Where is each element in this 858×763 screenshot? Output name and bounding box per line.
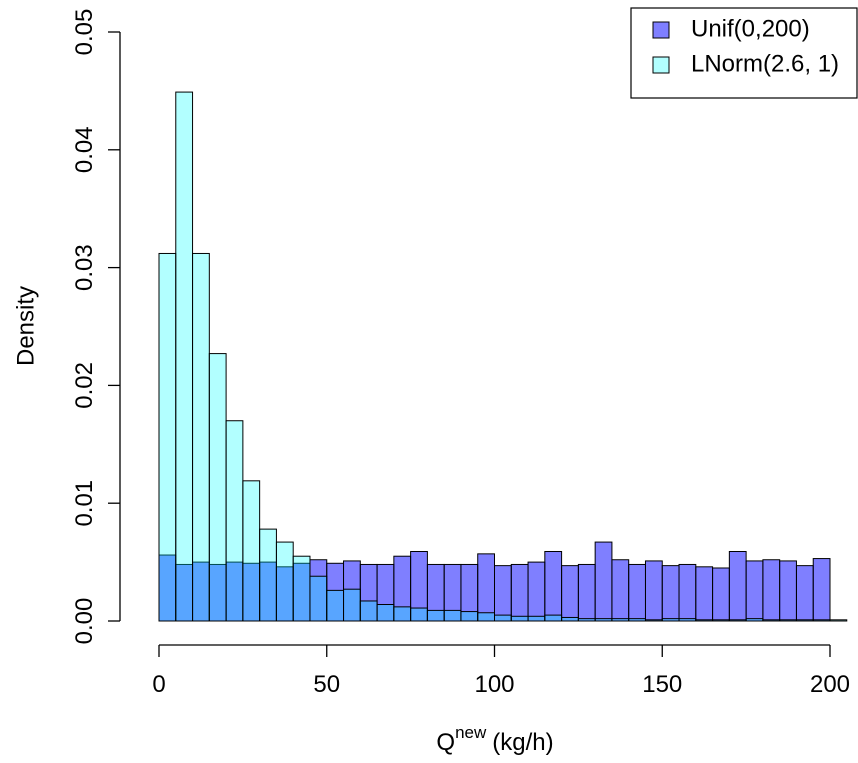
histogram-bar <box>561 565 579 622</box>
histogram-bar <box>695 619 714 622</box>
histogram-bar <box>661 618 680 622</box>
histogram-bar <box>812 558 831 622</box>
histogram-bar <box>745 560 764 622</box>
x-tick-label: 150 <box>642 671 682 698</box>
x-axis-title-unit: (kg/h) <box>492 729 553 756</box>
histogram-bar <box>745 618 764 622</box>
legend-swatch <box>652 21 670 39</box>
histogram-bar <box>376 604 395 622</box>
histogram-bar <box>644 560 663 622</box>
histogram-bar <box>795 619 814 622</box>
histogram-bar <box>829 619 848 622</box>
histogram-bar <box>712 619 730 622</box>
histogram-bar <box>644 619 663 622</box>
histogram-bar <box>225 420 244 622</box>
legend-label: Unif(0,200) <box>691 15 810 42</box>
histogram-bar <box>544 550 563 622</box>
histogram-bar <box>577 563 596 622</box>
histogram-bar <box>510 615 529 622</box>
histogram-bar <box>275 541 294 622</box>
histogram-bar <box>594 618 613 622</box>
x-tick-label: 0 <box>152 671 165 698</box>
x-tick-label: 200 <box>810 671 850 698</box>
histogram-bar <box>594 541 613 622</box>
x-axis-title-base: Q <box>436 729 455 756</box>
histogram-bar <box>242 480 261 622</box>
histogram-bar <box>292 555 311 622</box>
histogram-bar <box>527 615 546 622</box>
histogram-bar <box>762 619 781 622</box>
histogram-bar <box>192 252 210 622</box>
histogram-bar <box>343 588 361 622</box>
y-tick-label: 0.02 <box>71 362 98 409</box>
histogram-bar <box>359 600 378 622</box>
histogram-bar <box>208 353 227 622</box>
histogram-bar <box>728 550 747 622</box>
y-tick-label: 0.01 <box>71 480 98 527</box>
y-tick-label: 0.04 <box>71 126 98 173</box>
histogram-bar <box>561 616 579 622</box>
histogram-bar <box>678 618 697 622</box>
legend-swatch <box>653 57 669 73</box>
histogram-bar <box>175 91 194 622</box>
histogram-bar <box>460 611 479 622</box>
histogram-bar <box>779 619 797 622</box>
histogram-bar <box>628 563 646 622</box>
histogram-bar <box>494 565 512 622</box>
histogram-bar <box>678 563 697 622</box>
y-tick-label: 0.03 <box>71 244 98 291</box>
histogram-bar <box>779 560 797 622</box>
x-axis-title-sup: new <box>455 723 487 742</box>
histogram-bar <box>158 252 177 622</box>
histogram-bar <box>544 614 563 622</box>
histogram-bar <box>326 589 345 622</box>
legend-label: LNorm(2.6, 1) <box>691 50 839 77</box>
histogram-bar <box>477 553 496 622</box>
histogram-bar <box>494 614 512 622</box>
histogram-bar <box>695 566 714 622</box>
histogram-bar <box>628 618 646 622</box>
histogram-bar <box>611 618 630 622</box>
x-tick-label: 50 <box>313 671 340 698</box>
histogram-bar <box>661 565 680 622</box>
histogram-bar <box>577 618 596 622</box>
y-tick-label: 0.05 <box>71 9 98 56</box>
histogram-bar <box>762 559 781 622</box>
y-tick-label: 0.00 <box>71 598 98 645</box>
x-tick-label: 100 <box>474 671 514 698</box>
histogram-bar <box>393 606 412 622</box>
histogram-bar <box>611 559 630 622</box>
histogram-bar <box>443 609 462 622</box>
legend-swatch <box>652 56 670 74</box>
histogram-bar <box>812 619 831 622</box>
histogram-bar <box>510 563 529 622</box>
histogram-bar <box>426 609 445 622</box>
histogram-bar <box>712 567 730 622</box>
histogram-bar <box>309 575 328 622</box>
histogram-bar <box>410 607 428 622</box>
histogram-bar <box>259 528 277 622</box>
histogram-bar <box>527 561 546 622</box>
histogram-bar <box>728 619 747 622</box>
y-axis-title: Density <box>12 286 39 366</box>
histogram-bar <box>795 565 814 622</box>
histogram-bar <box>477 612 496 622</box>
x-axis-title: Qnew (kg/h) <box>436 723 553 756</box>
